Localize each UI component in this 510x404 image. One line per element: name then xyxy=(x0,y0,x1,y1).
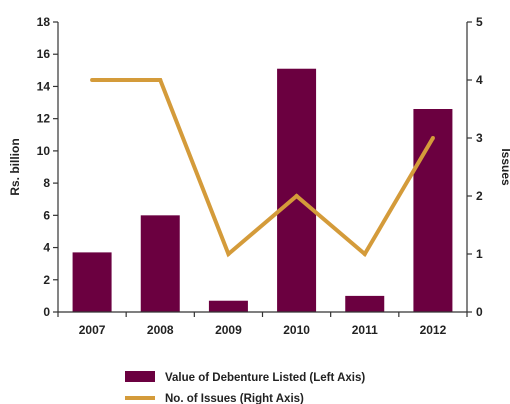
bar-2008 xyxy=(140,215,180,312)
bar-2007 xyxy=(72,252,112,312)
left-tick-label: 10 xyxy=(37,144,51,158)
issues-point-2009 xyxy=(226,252,231,256)
issues-point-2011 xyxy=(362,252,367,256)
left-tick-label: 4 xyxy=(43,241,50,255)
right-tick-label: 4 xyxy=(476,73,483,87)
right-tick-label: 3 xyxy=(476,131,483,145)
x-tick-label: 2008 xyxy=(147,323,174,337)
axes-group xyxy=(57,22,468,313)
issues-point-2010 xyxy=(294,194,299,198)
left-tick-label: 0 xyxy=(43,305,50,319)
issues-point-2008 xyxy=(158,78,163,82)
issues-line xyxy=(92,78,435,258)
legend-bar-label: Value of Debenture Listed (Left Axis) xyxy=(165,372,365,384)
x-tick-label: 2009 xyxy=(215,323,242,337)
line-series-group xyxy=(90,78,435,258)
right-tick-label: 1 xyxy=(476,247,483,261)
right-ticks-group: 0 1 2 3 4 5 xyxy=(467,15,483,319)
left-tick-label: 2 xyxy=(43,273,50,287)
issues-point-2007 xyxy=(90,78,95,82)
x-tick-label: 2012 xyxy=(420,323,447,337)
legend: Value of Debenture Listed (Left Axis) No… xyxy=(125,371,365,404)
x-tick-label: 2010 xyxy=(283,323,310,337)
right-tick-label: 2 xyxy=(476,189,483,203)
x-tick-label: 2007 xyxy=(79,323,106,337)
legend-line-label: No. of Issues (Right Axis) xyxy=(165,393,304,404)
left-tick-label: 16 xyxy=(37,47,51,61)
left-tick-label: 6 xyxy=(43,208,50,222)
y2-axis-title: Issues xyxy=(499,148,510,186)
left-ticks-group: 0 2 4 6 8 10 12 14 16 18 xyxy=(37,15,58,319)
bars-group xyxy=(72,68,453,312)
left-tick-label: 8 xyxy=(43,176,50,190)
left-tick-label: 14 xyxy=(37,79,51,93)
right-tick-label: 5 xyxy=(476,15,483,29)
left-tick-label: 18 xyxy=(37,15,51,29)
issues-point-2012 xyxy=(430,136,435,140)
bar-2009 xyxy=(208,300,248,312)
y-axis-title: Rs. billion xyxy=(8,138,22,195)
x-ticks-group: 2007 2008 2009 2010 2011 2012 xyxy=(57,312,468,337)
left-tick-label: 12 xyxy=(37,112,51,126)
x-tick-label: 2011 xyxy=(352,323,378,337)
bar-2010 xyxy=(277,68,317,312)
right-tick-label: 0 xyxy=(476,305,483,319)
bar-2012 xyxy=(413,109,453,312)
legend-bar-swatch xyxy=(125,371,155,382)
bar-2011 xyxy=(345,295,385,312)
